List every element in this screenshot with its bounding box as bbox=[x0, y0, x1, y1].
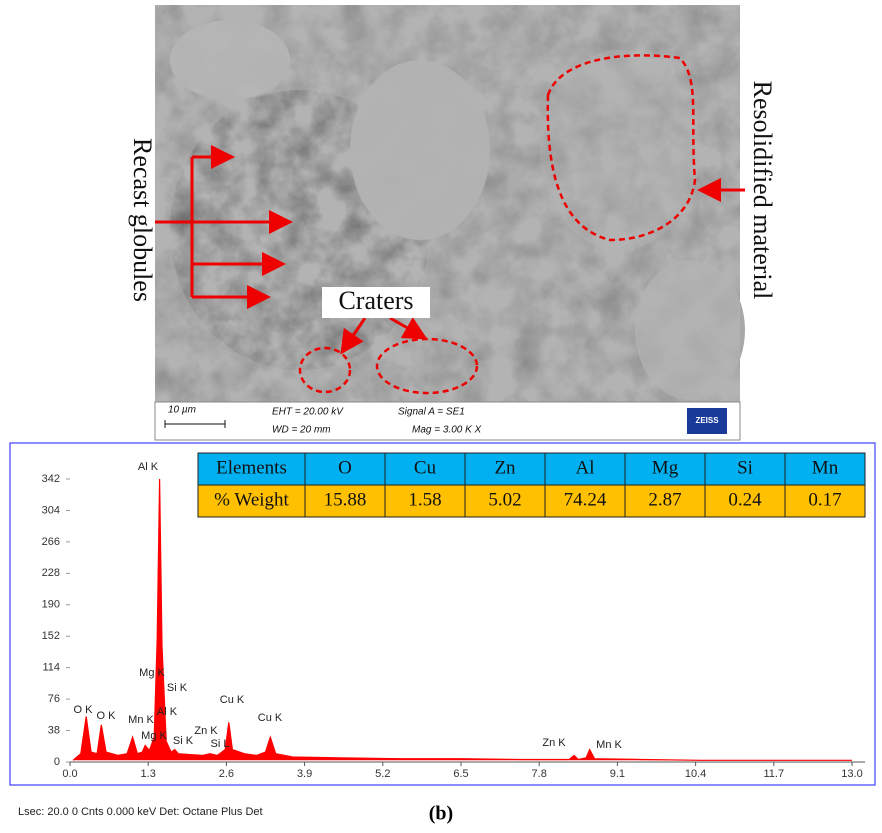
peak-label: Al K bbox=[138, 461, 159, 473]
x-tick-label: 5.2 bbox=[375, 768, 390, 780]
y-tick-label: 190 bbox=[42, 599, 60, 611]
row-label: % Weight bbox=[214, 489, 289, 510]
y-tick-label: 152 bbox=[42, 630, 60, 642]
craters-label: Craters bbox=[338, 286, 413, 315]
table: Elements % Weight O 15.88 Cu 1.58 Zn 5.02 Al 74.2… bbox=[198, 453, 865, 517]
value-text: 0.17 bbox=[808, 489, 841, 510]
signal-text: Signal A = SE1 bbox=[398, 407, 465, 418]
value-text: 74.24 bbox=[564, 489, 607, 510]
header-text: Mn bbox=[812, 457, 839, 478]
x-tick-label: 3.9 bbox=[297, 768, 312, 780]
y-tick-label: 266 bbox=[42, 536, 60, 548]
y-tick-label: 228 bbox=[42, 567, 60, 579]
value-text: 1.58 bbox=[408, 489, 441, 510]
peak-label: Mg K bbox=[139, 667, 165, 679]
figure-svg: Craters Recast globules Resolidified mat… bbox=[0, 0, 882, 833]
header-text: Elements bbox=[216, 457, 287, 478]
y-tick-label: 76 bbox=[48, 693, 60, 705]
peak-label: Cu K bbox=[220, 694, 245, 706]
peak-label: Cu K bbox=[258, 712, 283, 724]
peak-label: O K bbox=[97, 710, 117, 722]
x-tick-label: 10.4 bbox=[685, 768, 706, 780]
peak-label: Mg K bbox=[141, 730, 167, 742]
header-text: Cu bbox=[414, 457, 437, 478]
peak-label: Mn K bbox=[596, 739, 622, 751]
x-tick-label: 6.5 bbox=[453, 768, 468, 780]
value-text: 15.88 bbox=[324, 489, 367, 510]
peak-label: O K bbox=[74, 704, 94, 716]
figure: Craters Recast globules Resolidified mat… bbox=[0, 0, 882, 833]
right-label: Resolidified material bbox=[748, 81, 777, 300]
eht-text: EHT = 20.00 kV bbox=[272, 407, 344, 418]
header-text: Zn bbox=[494, 457, 516, 478]
peak-label: Zn K bbox=[194, 725, 218, 737]
value-text: 0.24 bbox=[728, 489, 762, 510]
logo: ZEISS bbox=[695, 416, 719, 425]
y-tick-label: 342 bbox=[42, 473, 60, 485]
caption: (b) bbox=[429, 803, 453, 825]
header-text: O bbox=[338, 457, 352, 478]
y-tick-label: 38 bbox=[48, 724, 60, 736]
peak-label: Si L bbox=[211, 738, 230, 750]
mag-text: Mag = 3.00 K X bbox=[412, 425, 482, 436]
y-tick-label: 304 bbox=[42, 504, 60, 516]
value-text: 2.87 bbox=[648, 489, 681, 510]
left-label: Recast globules bbox=[128, 138, 157, 302]
header-text: Al bbox=[576, 457, 595, 478]
peak-label: Zn K bbox=[542, 737, 566, 749]
x-tick-label: 0.0 bbox=[62, 768, 77, 780]
y-tick-label: 0 bbox=[54, 756, 60, 768]
peak-label: Al K bbox=[157, 706, 178, 718]
peak-label: Si K bbox=[173, 735, 194, 747]
x-tick-label: 11.7 bbox=[764, 768, 785, 780]
header-text: Si bbox=[737, 457, 753, 478]
x-tick-label: 1.3 bbox=[141, 768, 156, 780]
x-tick-label: 9.1 bbox=[610, 768, 625, 780]
x-tick-label: 2.6 bbox=[219, 768, 234, 780]
scale-text: 10 µm bbox=[168, 405, 196, 416]
wd-text: WD = 20 mm bbox=[272, 425, 331, 436]
peak-label: Mn K bbox=[128, 714, 154, 726]
header-text: Mg bbox=[652, 457, 679, 478]
value-text: 5.02 bbox=[488, 489, 521, 510]
footer: Lsec: 20.0 0 Cnts 0.000 keV Det: Octane … bbox=[18, 806, 263, 818]
y-tick-label: 114 bbox=[42, 662, 60, 674]
x-tick-label: 7.8 bbox=[532, 768, 547, 780]
peak-label: Si K bbox=[167, 682, 188, 694]
sem-image: Craters Recast globules Resolidified mat… bbox=[128, 5, 777, 440]
x-tick-label: 13.0 bbox=[841, 768, 862, 780]
